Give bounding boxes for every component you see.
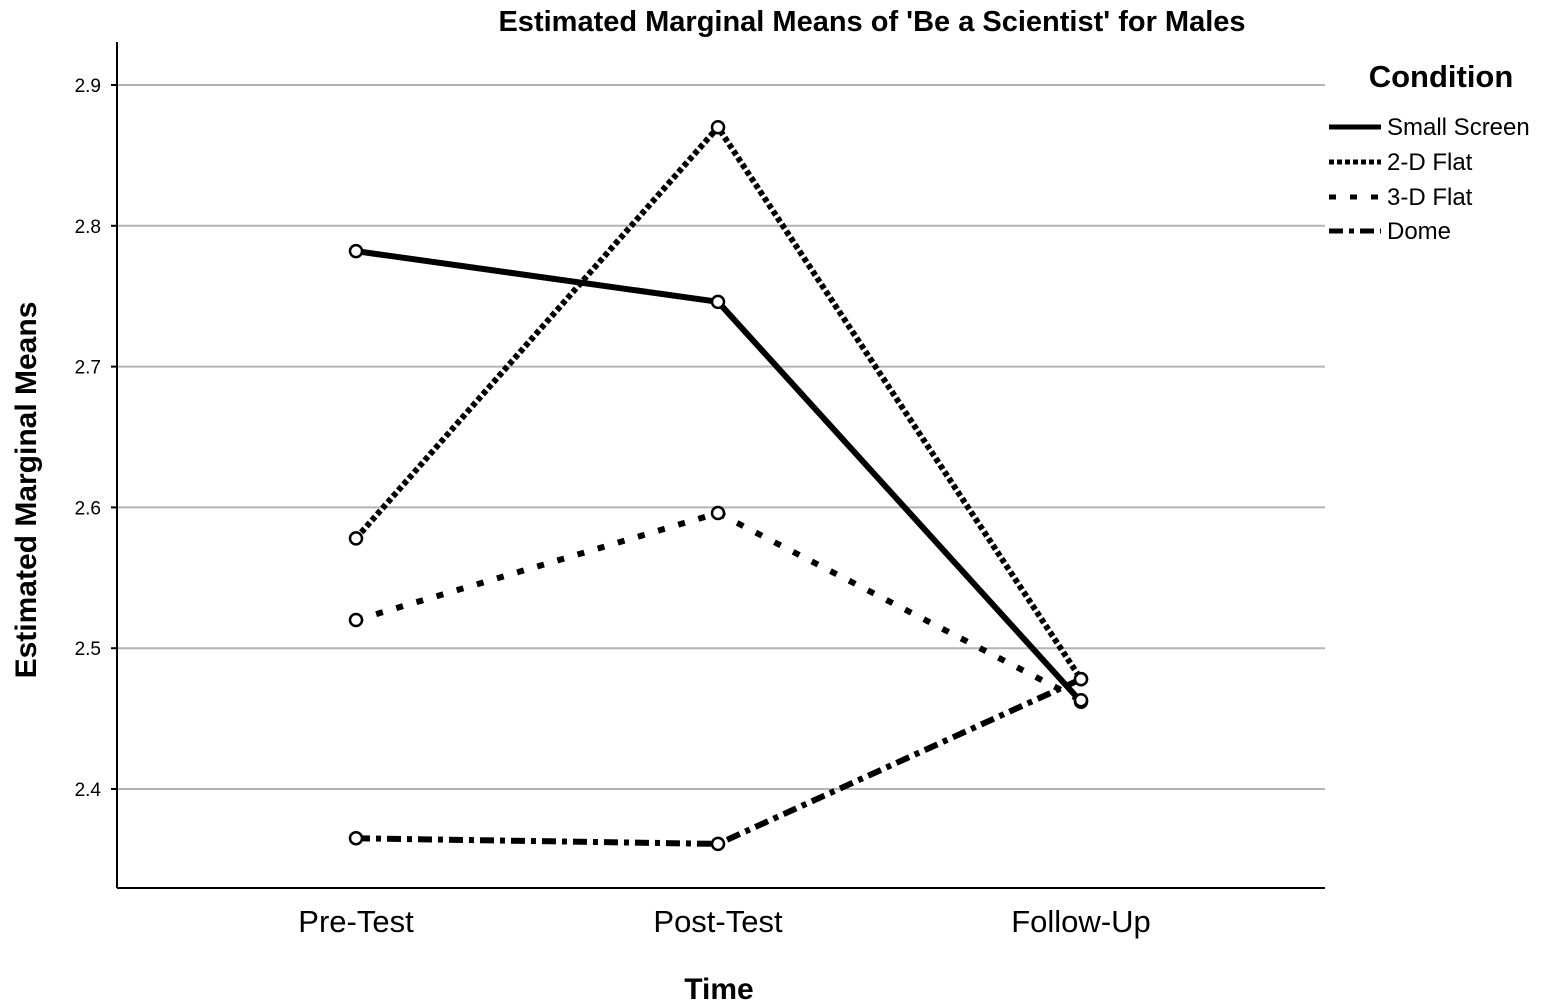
series-line-dome	[355, 676, 1083, 847]
data-point	[348, 612, 364, 628]
series-line-3-d-flat	[355, 509, 1083, 703]
data-point	[710, 119, 726, 135]
x-tick-labels: Pre-Test Post-Test Follow-Up	[298, 904, 1150, 939]
y-tick-labels: 2.4 2.5 2.6 2.7 2.8 2.9	[75, 76, 117, 801]
legend-title: Condition	[1369, 59, 1514, 94]
gridlines	[117, 84, 1325, 790]
series-layer	[348, 119, 1089, 852]
data-point	[1073, 693, 1089, 708]
series-line-small-screen	[355, 248, 1084, 704]
y-tick-label: 2.9	[75, 76, 101, 97]
chart-title: Estimated Marginal Means of 'Be a Scient…	[498, 6, 1245, 38]
x-axis-title: Time	[684, 973, 753, 1006]
data-point	[710, 836, 726, 852]
x-tick-label: Pre-Test	[298, 904, 414, 939]
x-tick-label: Follow-Up	[1011, 904, 1151, 939]
y-axis-title: Estimated Marginal Means	[10, 302, 43, 679]
y-tick-label: 2.5	[75, 639, 101, 660]
y-tick-label: 2.4	[75, 780, 102, 801]
legend-label: 3-D Flat	[1387, 184, 1473, 211]
data-point	[348, 243, 364, 259]
legend-label: 2-D Flat	[1387, 149, 1473, 176]
series-line-2-d-flat	[353, 122, 1084, 681]
legend-label: Small Screen	[1387, 114, 1530, 141]
data-point	[348, 831, 364, 846]
data-point	[710, 294, 726, 310]
legend-label: Dome	[1387, 218, 1451, 245]
y-tick-label: 2.6	[75, 498, 101, 519]
y-tick-label: 2.8	[75, 217, 101, 238]
data-point	[1073, 671, 1089, 687]
y-tick-label: 2.7	[75, 358, 101, 379]
legend-items: Small Screen 2-D Flat 3-D Flat Dome	[1329, 114, 1530, 245]
legend: Condition Small Screen 2-D Flat 3-D Flat Do…	[1329, 59, 1530, 245]
x-tick-label: Post-Test	[653, 904, 783, 939]
data-point	[710, 505, 726, 521]
data-point	[348, 531, 364, 546]
